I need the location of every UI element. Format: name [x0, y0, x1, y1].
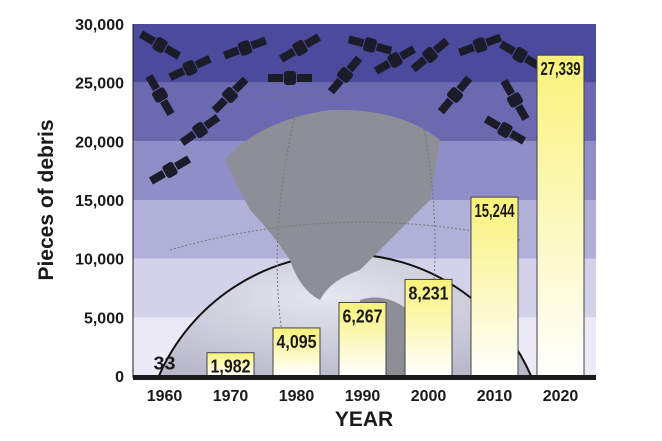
x-tick-label: 1990: [345, 388, 381, 405]
satellite-icon: [138, 30, 182, 60]
satellite-icon: [483, 115, 527, 145]
y-tick-label: 25,000: [75, 76, 124, 93]
satellite-icon: [148, 155, 192, 185]
satellite-icon: [437, 75, 473, 115]
satellite-icon: [211, 76, 249, 114]
satellite-icon: [222, 36, 268, 60]
y-tick-label: 10,000: [75, 252, 124, 269]
y-tick-label: 20,000: [75, 134, 124, 151]
bar-1990: [338, 301, 387, 377]
y-tick-label: 0: [115, 369, 124, 386]
x-tick-label: 1980: [279, 388, 315, 405]
satellite-icon: [410, 37, 450, 73]
x-tick-label: 1970: [213, 388, 249, 405]
x-tick-label: 2010: [477, 388, 513, 405]
y-axis-title: Pieces of debris: [35, 119, 58, 280]
y-tick-label: 30,000: [75, 17, 124, 34]
x-tick-label: 2020: [543, 388, 579, 405]
satellite-illustrations: [138, 30, 579, 185]
bar-2000: [404, 278, 453, 377]
satellite-icon: [179, 114, 221, 146]
x-tick-label: 2000: [411, 388, 447, 405]
data-label-1980: 4,095: [277, 332, 317, 352]
x-tick-label: 1960: [147, 388, 183, 405]
y-tick-label: 15,000: [75, 193, 124, 210]
x-axis-title: YEAR: [335, 408, 393, 431]
bar-2010: [470, 196, 519, 377]
x-axis-line: [133, 375, 596, 380]
satellite-icon: [500, 78, 530, 122]
data-label-2010: 15,244: [475, 201, 515, 221]
satellite-icon: [278, 33, 322, 63]
bar-2020: [536, 54, 585, 377]
data-label-1970: 1,982: [211, 357, 251, 377]
satellite-icon: [347, 35, 393, 55]
data-label-2020: 27,339: [541, 59, 581, 79]
satellite-icon: [145, 73, 175, 117]
satellite-icon: [457, 33, 503, 57]
data-label-1960: 33: [154, 354, 176, 374]
satellite-icon: [268, 71, 312, 85]
satellite-icon: [168, 55, 212, 81]
y-tick-label: 5,000: [84, 310, 124, 327]
data-label-1990: 6,267: [343, 306, 383, 326]
satellite-icon: [373, 45, 417, 75]
satellite-icon: [327, 55, 363, 95]
data-label-2000: 8,231: [409, 283, 449, 303]
